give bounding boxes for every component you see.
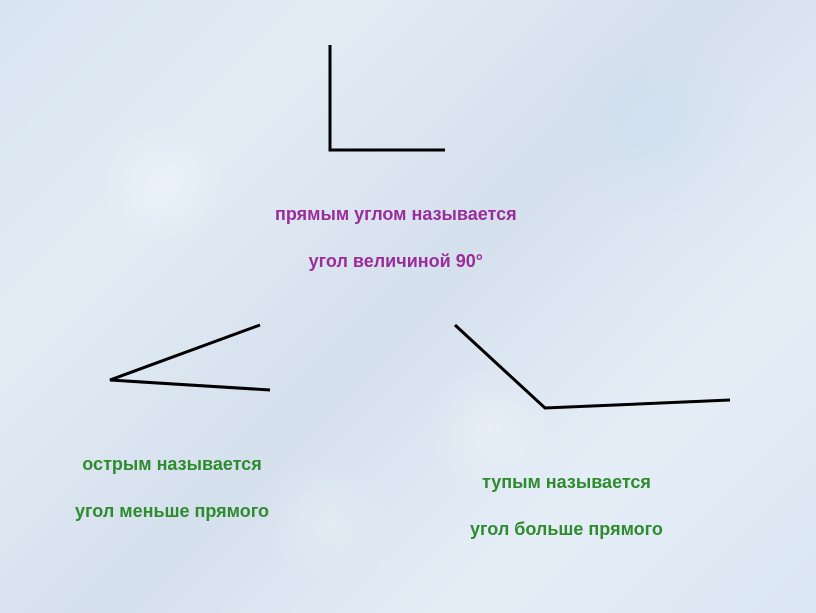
acute-angle-label-line2: угол меньше прямого <box>75 501 269 521</box>
right-angle-path <box>330 45 445 150</box>
acute-angle-label: острым называется угол меньше прямого <box>75 430 269 524</box>
acute-angle-label-line1: острым называется <box>82 454 261 474</box>
obtuse-angle-shape <box>440 290 740 420</box>
right-angle-label-line1: прямым углом называется <box>275 204 517 224</box>
obtuse-angle-label-line1: тупым называется <box>482 472 651 492</box>
obtuse-angle-label: тупым называется угол больше прямого <box>470 448 663 542</box>
acute-angle-path <box>110 325 270 390</box>
right-angle-shape <box>310 35 460 165</box>
acute-angle-shape <box>85 290 285 410</box>
right-angle-label-line2: угол величиной 90° <box>309 251 483 271</box>
obtuse-angle-path <box>455 325 730 408</box>
right-angle-label: прямым углом называется угол величиной 9… <box>275 180 517 274</box>
obtuse-angle-label-line2: угол больше прямого <box>470 519 663 539</box>
